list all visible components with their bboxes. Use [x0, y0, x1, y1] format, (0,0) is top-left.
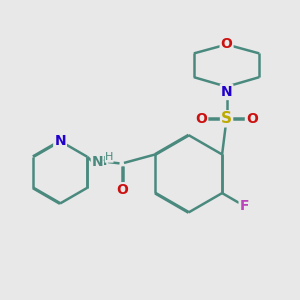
Text: O: O: [195, 112, 207, 126]
Text: F: F: [240, 200, 249, 214]
Text: H: H: [105, 152, 113, 162]
Text: S: S: [221, 111, 232, 126]
Text: H: H: [97, 155, 107, 168]
Text: N: N: [92, 155, 103, 169]
Text: O: O: [220, 38, 232, 52]
Text: N: N: [221, 85, 232, 99]
Text: O: O: [116, 183, 128, 197]
Text: O: O: [246, 112, 258, 126]
Text: N: N: [54, 134, 66, 148]
